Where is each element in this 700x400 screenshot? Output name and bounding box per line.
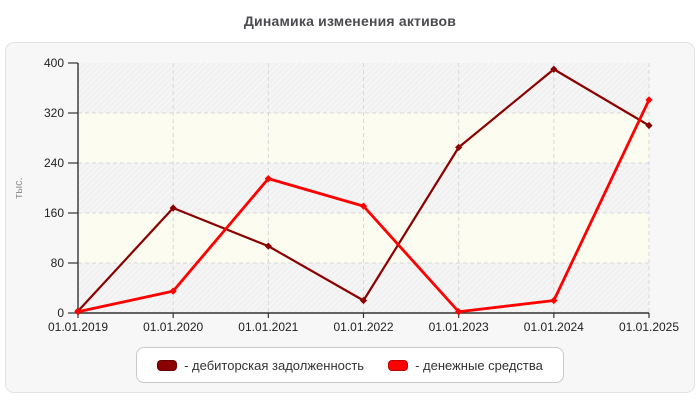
svg-text:80: 80 bbox=[51, 256, 65, 270]
svg-text:01.01.2019: 01.01.2019 bbox=[48, 320, 108, 334]
chart-legend: - дебиторская задолженность - денежные с… bbox=[6, 347, 694, 383]
line-chart: 0 80 160 240 320 400 01.01.2019 01.01.2020 01.01… bbox=[13, 56, 679, 334]
svg-text:01.01.2022: 01.01.2022 bbox=[333, 320, 393, 334]
axes bbox=[68, 62, 650, 318]
axis-labels: 0 80 160 240 320 400 01.01.2019 01.01.2020 01.01… bbox=[13, 56, 679, 334]
svg-text:01.01.2025: 01.01.2025 bbox=[619, 320, 679, 334]
svg-text:400: 400 bbox=[44, 56, 64, 70]
svg-text:240: 240 bbox=[44, 156, 64, 170]
legend-item-cash: - денежные средства bbox=[388, 358, 543, 373]
legend-label-receivables: - дебиторская задолженность bbox=[184, 357, 365, 373]
data-series bbox=[74, 65, 653, 316]
legend-swatch-cash bbox=[388, 359, 409, 371]
legend-label-cash: - денежные средства bbox=[415, 357, 543, 373]
chart-panel: 0 80 160 240 320 400 01.01.2019 01.01.2020 01.01… bbox=[5, 42, 695, 393]
svg-text:01.01.2021: 01.01.2021 bbox=[238, 320, 298, 334]
svg-text:0: 0 bbox=[57, 306, 64, 320]
legend-box: - дебиторская задолженность - денежные с… bbox=[136, 347, 564, 383]
chart-title: Динамика изменения активов bbox=[243, 13, 457, 29]
svg-text:160: 160 bbox=[44, 206, 64, 220]
y-axis-unit-label: тыс. bbox=[13, 177, 25, 199]
legend-item-receivables: - дебиторская задолженность bbox=[157, 358, 364, 373]
svg-text:320: 320 bbox=[44, 106, 64, 120]
svg-text:01.01.2024: 01.01.2024 bbox=[524, 320, 584, 334]
svg-text:01.01.2020: 01.01.2020 bbox=[143, 320, 203, 334]
svg-text:01.01.2023: 01.01.2023 bbox=[429, 320, 489, 334]
legend-swatch-receivables bbox=[157, 359, 178, 371]
